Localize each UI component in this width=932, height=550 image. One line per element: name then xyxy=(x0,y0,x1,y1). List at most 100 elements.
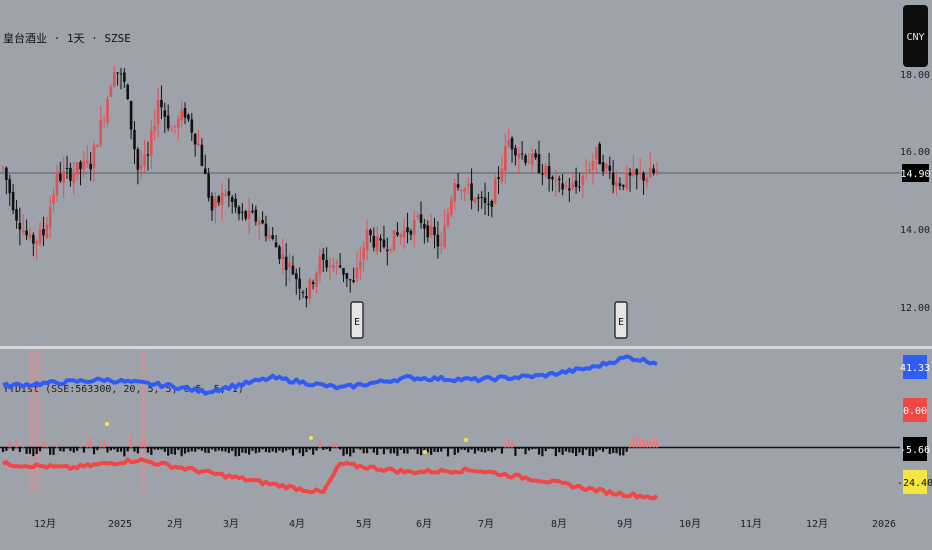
histogram-bar xyxy=(123,447,126,457)
candle-body xyxy=(106,98,109,123)
histogram-bar xyxy=(241,447,244,453)
candle-body xyxy=(443,225,446,247)
candle-body xyxy=(517,153,521,159)
time-axis[interactable] xyxy=(0,509,932,550)
indicator-axis[interactable]: 41.33 0.00 -5.66 -24.40 xyxy=(897,355,932,494)
candle-body xyxy=(372,235,376,248)
histogram-bar xyxy=(126,447,129,452)
histogram-bar xyxy=(608,447,611,455)
histogram-bar xyxy=(379,447,382,449)
histogram-bar xyxy=(278,447,281,451)
currency-badge[interactable]: CNY xyxy=(903,5,928,67)
candle-body xyxy=(65,167,69,169)
histogram-bar xyxy=(86,442,89,448)
histogram-bar xyxy=(537,447,541,455)
candle-body xyxy=(510,138,514,150)
indicator-title[interactable]: YTDist (SSE:563300, 20, 5, 5, 0.5, 5, 1) xyxy=(3,384,244,395)
candle-body xyxy=(38,229,42,243)
histogram-bar xyxy=(483,447,487,453)
candle-body xyxy=(308,279,312,299)
histogram-bar xyxy=(72,447,75,453)
candle-body xyxy=(618,183,622,186)
price-axis[interactable]: 18.00 16.00 14.00 12.00 xyxy=(900,70,930,314)
histogram-bar xyxy=(457,447,460,453)
candle-body xyxy=(534,152,537,158)
histogram-bar xyxy=(177,447,180,451)
histogram-bar xyxy=(271,447,274,452)
symbol-title[interactable]: 皇台酒业 · 1天 · SZSE xyxy=(3,31,131,45)
histogram-bar xyxy=(109,447,112,451)
candle-body xyxy=(436,234,440,247)
histogram-bar xyxy=(544,447,547,452)
candle-body xyxy=(568,188,571,191)
earnings-marker[interactable]: E xyxy=(350,301,364,339)
candle-body xyxy=(605,164,608,169)
candle-body xyxy=(652,168,655,174)
candle-body xyxy=(241,211,244,213)
histogram-bar xyxy=(231,447,234,452)
histogram-bar xyxy=(173,447,177,455)
histogram-bar xyxy=(426,447,429,453)
histogram-bar xyxy=(639,436,642,448)
histogram-bar xyxy=(514,447,517,456)
histogram-bar xyxy=(615,447,618,454)
histogram-bar xyxy=(521,447,524,449)
histogram-bar xyxy=(308,447,311,450)
histogram-bar xyxy=(156,447,160,450)
histogram-bar xyxy=(345,447,348,455)
pane-separator[interactable] xyxy=(0,346,932,349)
candle-body xyxy=(500,168,504,182)
candle-body xyxy=(564,185,568,188)
histogram-bar xyxy=(389,447,392,454)
histogram-bar xyxy=(369,447,372,449)
histogram-bar xyxy=(318,440,321,448)
candle-body xyxy=(608,165,612,172)
zero-value: 0.00 xyxy=(903,406,927,417)
histogram-bar xyxy=(163,447,166,452)
candle-body xyxy=(480,197,484,199)
candle-body xyxy=(75,162,79,175)
candle-body xyxy=(126,84,130,99)
candle-body xyxy=(18,222,22,230)
histogram-bar xyxy=(649,440,652,448)
candle-body xyxy=(271,235,274,239)
candle-body xyxy=(8,179,12,194)
indicator-pane xyxy=(0,349,932,509)
histogram-bar xyxy=(32,447,35,457)
candle-body xyxy=(109,86,113,97)
candle-body xyxy=(166,115,170,129)
histogram-bar xyxy=(490,447,493,453)
histogram-bar xyxy=(298,447,301,454)
histogram-bar xyxy=(443,447,446,449)
histogram-bar xyxy=(527,447,530,451)
earnings-marker[interactable]: E xyxy=(614,301,628,339)
candle-body xyxy=(72,173,76,183)
histogram-bar xyxy=(59,447,62,452)
histogram-bar xyxy=(224,447,227,452)
candle-body xyxy=(48,207,52,228)
histogram-bar xyxy=(214,447,217,452)
time-axis-labels: 12月 2025 2月 3月 4月 5月 6月 7月 8月 9月 10月 11月… xyxy=(34,518,896,530)
candle-body xyxy=(163,110,167,117)
histogram-bar xyxy=(207,447,210,454)
histogram-bar xyxy=(76,447,79,451)
candle-body xyxy=(530,154,534,165)
candle-body xyxy=(311,282,315,285)
candle-body xyxy=(450,199,453,215)
histogram-bar xyxy=(274,447,278,453)
candle-body xyxy=(133,129,136,150)
candle-body xyxy=(497,177,500,179)
histogram-bar xyxy=(237,447,241,456)
candle-body xyxy=(537,154,541,173)
candle-body xyxy=(21,230,25,233)
candle-body xyxy=(183,107,187,118)
candle-body xyxy=(615,181,618,187)
candle-body xyxy=(230,197,234,202)
time-tick-label: 5月 xyxy=(356,518,372,530)
candle-body xyxy=(335,262,339,264)
candle-body xyxy=(278,246,281,260)
histogram-bar xyxy=(642,439,645,448)
candle-body xyxy=(35,240,39,245)
candle-body xyxy=(210,196,214,211)
candle-body xyxy=(527,162,531,164)
